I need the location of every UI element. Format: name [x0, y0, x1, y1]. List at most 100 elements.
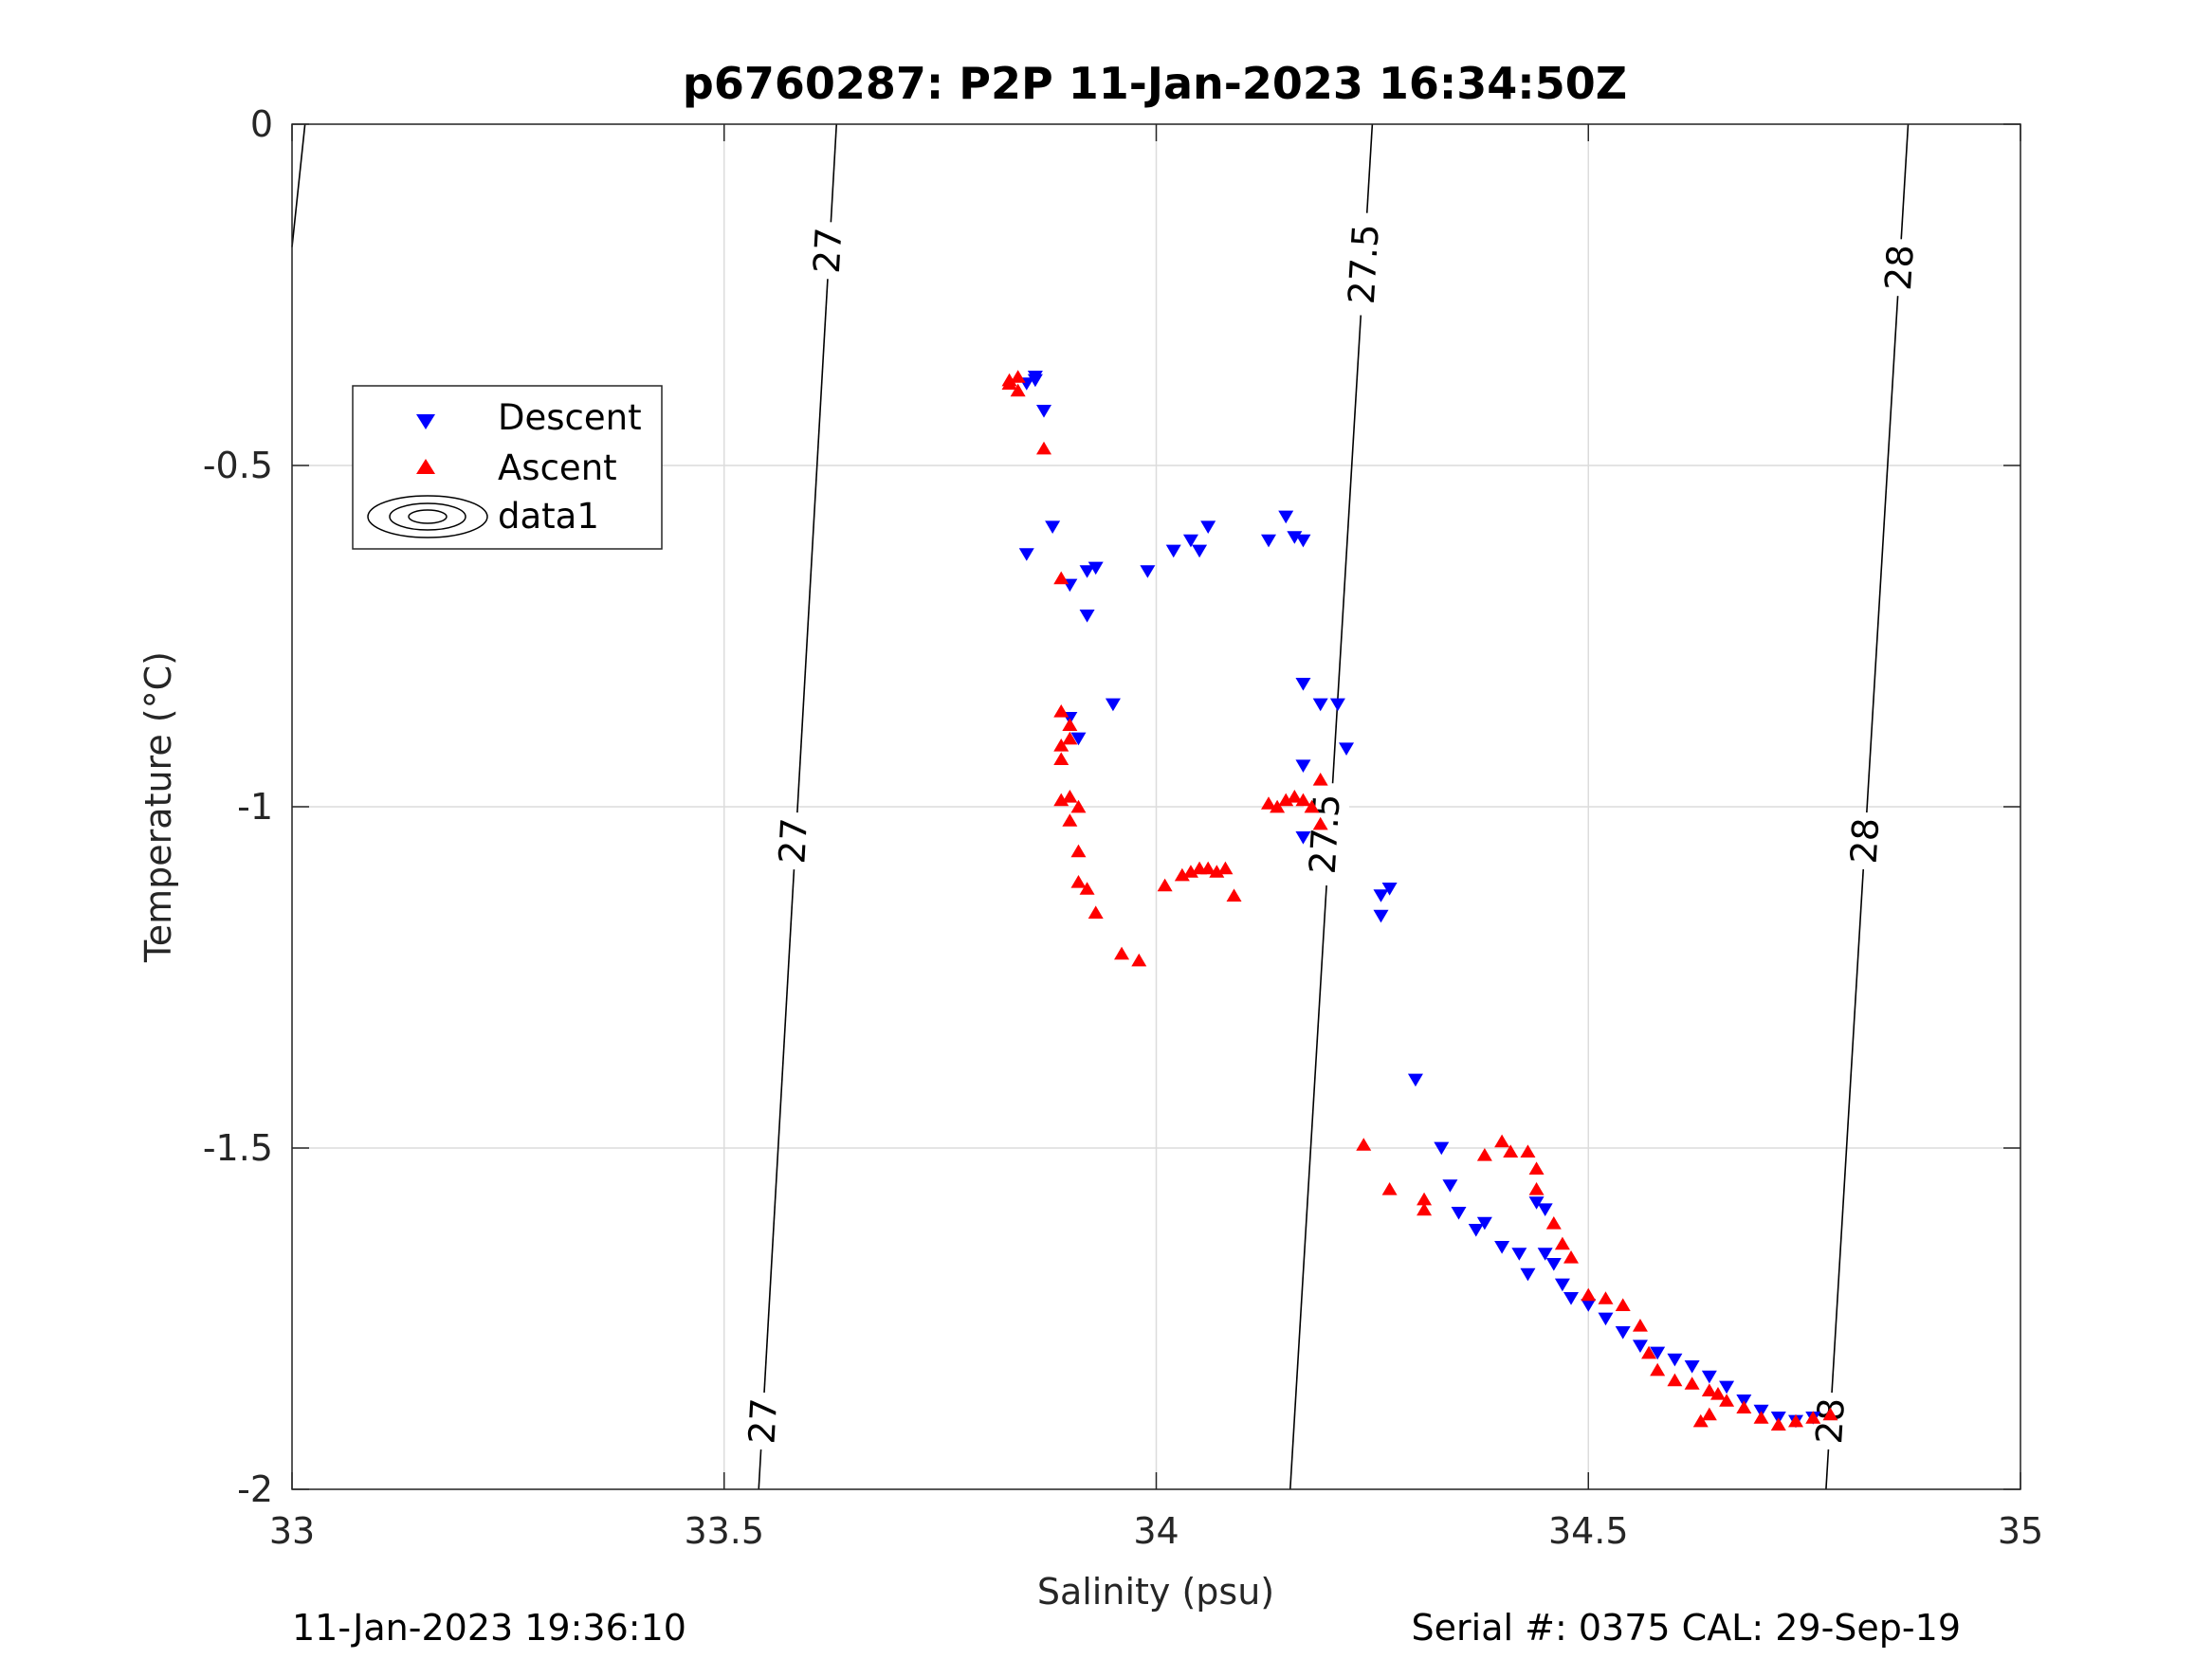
- footer-timestamp: 11-Jan-2023 19:36:10: [292, 1607, 686, 1649]
- y-tick-label: -0.5: [203, 445, 273, 486]
- descent-point: [1598, 1312, 1614, 1326]
- descent-point: [1468, 1224, 1484, 1237]
- descent-point: [1045, 520, 1061, 534]
- ascent-point: [1053, 793, 1069, 807]
- descent-point: [1165, 544, 1181, 558]
- ascent-point: [1641, 1345, 1657, 1359]
- y-tick-label: -2: [237, 1468, 273, 1510]
- ascent-point: [1287, 790, 1303, 803]
- descent-point: [1494, 1241, 1510, 1254]
- y-axis-label: Temperature (°C): [137, 651, 179, 963]
- descent-point: [1442, 1179, 1458, 1193]
- ascent-point: [1692, 1413, 1709, 1428]
- descent-point: [1260, 534, 1276, 548]
- chart-title: p6760287: P2P 11-Jan-2023 16:34:50Z: [683, 58, 1627, 109]
- ascent-point: [1528, 1161, 1545, 1175]
- contour-label: 28: [1840, 811, 1890, 871]
- ascent-point: [1001, 373, 1017, 387]
- descent-point: [1088, 561, 1104, 575]
- ascent-point: [1615, 1298, 1631, 1311]
- ascent-point: [1805, 1411, 1821, 1424]
- descent-point: [1312, 698, 1328, 712]
- ascent-point: [1753, 1411, 1769, 1424]
- ascent-point: [1356, 1138, 1372, 1151]
- ascent-point: [1209, 865, 1225, 878]
- descent-point: [1018, 548, 1034, 561]
- descent-point: [1105, 698, 1121, 712]
- ascent-point: [1563, 1250, 1580, 1264]
- descent-point: [1528, 1196, 1545, 1210]
- ascent-point: [1053, 704, 1069, 718]
- ascent-point: [1070, 844, 1087, 858]
- ascent-point: [1260, 796, 1276, 810]
- ascent-point: [1684, 1376, 1700, 1390]
- contour-label: 27.5: [1338, 211, 1390, 317]
- ascent-point: [1528, 1182, 1545, 1195]
- ascent-point: [1417, 1202, 1433, 1216]
- descent-point: [1295, 831, 1311, 845]
- ascent-point: [1719, 1394, 1735, 1407]
- ascent-point: [1503, 1144, 1519, 1158]
- footer-serial-cal: Serial #: 0375 CAL: 29-Sep-19: [1412, 1607, 1961, 1649]
- ascent-point: [1736, 1400, 1752, 1413]
- descent-point: [1545, 1258, 1562, 1271]
- ascent-point: [1070, 875, 1087, 888]
- ascent-point: [1545, 1216, 1562, 1230]
- descent-point: [1070, 732, 1087, 746]
- ascent-point: [1476, 1148, 1492, 1161]
- x-tick-label: 33.5: [684, 1510, 764, 1552]
- ascent-point: [1174, 867, 1190, 882]
- ascent-point: [1709, 1387, 1726, 1400]
- descent-point: [1451, 1207, 1467, 1220]
- data-markers: [1001, 370, 1838, 1431]
- ascent-point: [1701, 1407, 1717, 1421]
- svg-text:28: 28: [1877, 244, 1922, 292]
- ascent-point: [1701, 1383, 1717, 1396]
- descent-point: [1079, 565, 1095, 578]
- ascent-point: [1667, 1373, 1683, 1387]
- ascent-point: [1304, 799, 1320, 813]
- descent-point: [1381, 883, 1398, 896]
- ascent-point: [1053, 752, 1069, 765]
- descent-point: [1339, 742, 1355, 756]
- ascent-point: [1070, 799, 1087, 813]
- legend-contour-icon: [367, 495, 488, 538]
- ascent-point: [1114, 946, 1130, 960]
- ascent-point: [1062, 813, 1078, 827]
- contour-line: [291, 123, 306, 247]
- y-tick-label: -1.5: [203, 1127, 273, 1169]
- ascent-point: [1053, 571, 1069, 585]
- legend-data1-label: data1: [498, 496, 599, 537]
- contour-label: 28: [1805, 1391, 1856, 1451]
- ascent-point: [1822, 1407, 1838, 1421]
- ascent-point: [1053, 738, 1069, 752]
- axis-ticks: 33 33.5 34 34.5 35 0 -0.5 -1 -1.5 -2: [203, 103, 2043, 1552]
- ascent-point: [1417, 1192, 1433, 1206]
- ascent-point: [1312, 816, 1328, 830]
- ascent-point: [1520, 1144, 1536, 1158]
- y-tick-label: -1: [237, 786, 273, 828]
- ascent-point: [1554, 1236, 1570, 1250]
- ascent-point: [1226, 888, 1242, 902]
- x-tick-label: 34.5: [1548, 1510, 1629, 1552]
- descent-point: [1434, 1141, 1450, 1156]
- descent-point: [1701, 1370, 1717, 1384]
- ascent-point: [1295, 793, 1311, 807]
- legend-ascent-label: Ascent: [498, 447, 617, 488]
- descent-point: [1632, 1340, 1648, 1353]
- descent-point: [1581, 1299, 1597, 1312]
- x-tick-label: 35: [1998, 1510, 2043, 1552]
- descent-point: [1719, 1380, 1735, 1395]
- descent-point: [1684, 1360, 1700, 1374]
- x-tick-label: 33: [269, 1510, 315, 1552]
- contour-line: [758, 123, 838, 1490]
- descent-point: [1554, 1278, 1570, 1292]
- legend-descent-marker: [416, 414, 435, 429]
- contour-line: [1825, 123, 1910, 1490]
- ascent-point: [1062, 731, 1078, 745]
- descent-point: [1036, 405, 1052, 418]
- ascent-point: [1062, 718, 1078, 731]
- legend-box: [352, 385, 663, 550]
